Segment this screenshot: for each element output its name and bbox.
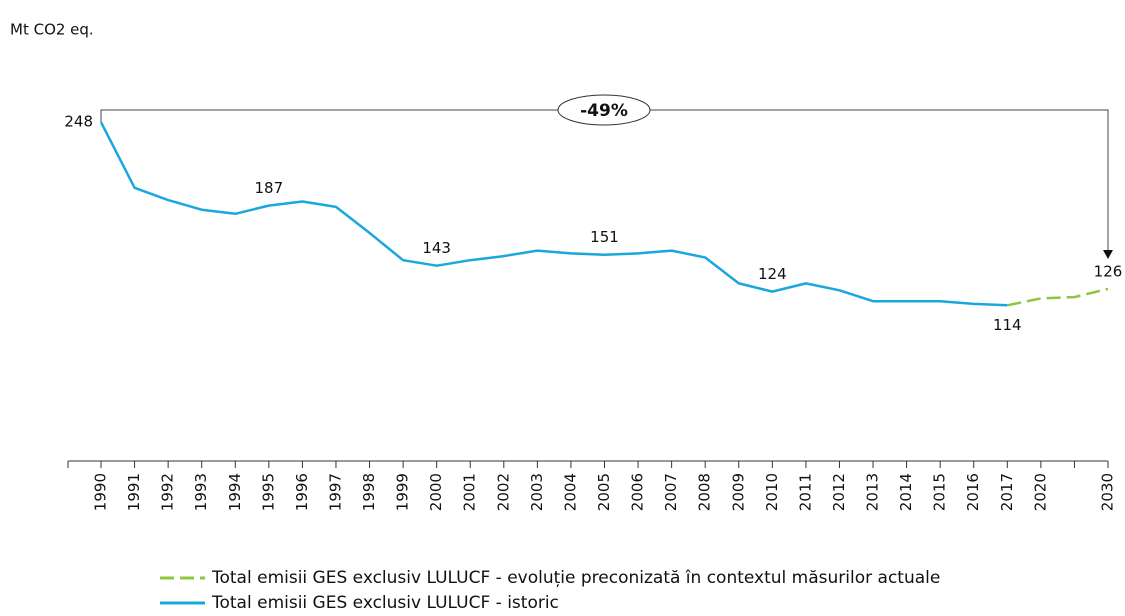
- data-label: 248: [64, 113, 93, 131]
- x-tick-label: 2020: [1031, 473, 1049, 511]
- annotation: -49%: [580, 101, 628, 121]
- x-tick-label: 1999: [394, 473, 412, 511]
- x-tick-label: 2005: [595, 473, 613, 511]
- x-tick-label: 2003: [528, 473, 546, 511]
- x-tick-label: 2000: [427, 473, 445, 511]
- x-tick-label: 2014: [897, 473, 915, 511]
- series-line: [1007, 287, 1109, 307]
- data-label: 151: [590, 228, 619, 246]
- x-tick-label: 2008: [696, 473, 714, 511]
- data-label: 114: [993, 316, 1022, 334]
- x-tick-label: 2030: [1099, 473, 1117, 511]
- x-tick-label: 1990: [92, 473, 110, 511]
- x-tick-label: 2011: [796, 473, 814, 511]
- legend-label: Total emisii GES exclusiv LULUCF - evolu…: [211, 568, 940, 588]
- legend-label: Total emisii GES exclusiv LULUCF - istor…: [211, 593, 559, 613]
- data-label: 124: [758, 265, 787, 283]
- x-tick-label: 1994: [226, 473, 244, 511]
- x-tick-label: 1996: [293, 473, 311, 511]
- data-label: 143: [422, 239, 451, 257]
- x-tick-label: 2016: [964, 473, 982, 511]
- x-tick-label: 2001: [461, 473, 479, 511]
- x-tick-label: 2009: [729, 473, 747, 511]
- series-line: [99, 121, 1008, 307]
- x-tick-label: 1997: [326, 473, 344, 511]
- x-tick-label: 2015: [931, 473, 949, 511]
- x-tick-label: 2010: [763, 473, 781, 511]
- x-tick-label: 2013: [864, 473, 882, 511]
- x-tick-label: 1991: [125, 473, 143, 511]
- annotation-box: [557, 94, 651, 126]
- arrow-head: [1103, 250, 1113, 259]
- y-axis-label: Mt CO2 eq.: [10, 21, 94, 39]
- data-label: 187: [255, 179, 284, 197]
- x-tick-label: 1992: [159, 473, 177, 511]
- x-tick-label: 2004: [561, 473, 579, 511]
- x-tick-label: 2012: [830, 473, 848, 511]
- x-tick-label: 1993: [192, 473, 210, 511]
- x-tick-label: 2017: [998, 473, 1016, 511]
- x-tick-label: 2006: [629, 473, 647, 511]
- x-tick-label: 2007: [662, 473, 680, 511]
- x-tick-label: 1995: [259, 473, 277, 511]
- data-label: 126: [1094, 262, 1123, 280]
- x-tick-label: 1998: [360, 473, 378, 511]
- x-tick-label: 2002: [494, 473, 512, 511]
